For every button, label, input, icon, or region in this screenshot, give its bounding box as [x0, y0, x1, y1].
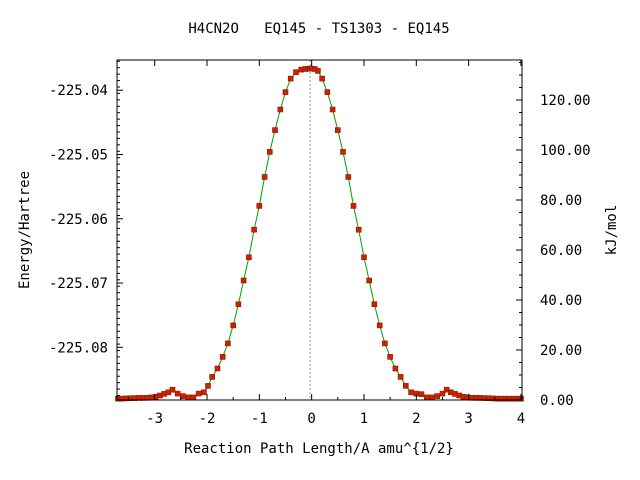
data-point-marker	[439, 390, 446, 397]
data-point-marker	[293, 69, 299, 75]
x-tick-label: 4	[517, 411, 525, 427]
x-tick-label: 2	[412, 411, 420, 427]
data-point-marker	[423, 394, 430, 401]
data-point-marker	[209, 374, 215, 380]
plot-frame	[116, 59, 523, 401]
data-point-marker	[256, 203, 263, 209]
data-point-marker	[434, 393, 441, 399]
marker-layer	[115, 65, 524, 402]
data-point-marker	[382, 340, 388, 347]
y-tick-label: -225.04	[49, 83, 108, 99]
data-point-marker	[214, 365, 221, 372]
data-point-marker	[392, 365, 399, 372]
data-point-marker	[402, 383, 409, 389]
data-point-marker	[180, 393, 186, 399]
x-axis-ticks: -3 -2 -1 0 1 2 3 4	[128, 60, 525, 427]
data-point-marker	[272, 127, 278, 133]
y-axis-ticks: -225.04 -225.05 -225.06 -225.07 -225.08	[49, 60, 123, 397]
data-point-marker	[201, 389, 207, 396]
data-point-marker	[366, 277, 373, 284]
data-point-marker	[329, 106, 336, 113]
y-axis-label: Energy/Hartree	[17, 171, 33, 289]
x-tick-label: -1	[251, 411, 268, 427]
data-point-marker	[169, 386, 176, 393]
y-tick-label: -225.06	[49, 212, 108, 228]
data-point-marker	[190, 394, 197, 401]
data-point-marker	[371, 301, 378, 308]
data-point-marker	[219, 354, 226, 360]
x-tick-label: 1	[360, 411, 368, 427]
y2-tick-label: 0.00	[540, 393, 574, 409]
y2-tick-label: 40.00	[540, 293, 582, 309]
data-point-marker	[345, 174, 352, 180]
data-point-marker	[324, 89, 331, 95]
data-point-marker	[266, 149, 273, 155]
data-point-marker	[340, 149, 346, 155]
x-axis-label: Reaction Path Length/A amu^{1/2}	[184, 441, 454, 457]
data-point-marker	[230, 322, 236, 329]
data-point-marker	[282, 89, 289, 95]
data-point-marker	[408, 389, 414, 396]
y2-tick-label: 60.00	[540, 243, 582, 259]
y2-tick-label: 120.00	[540, 93, 591, 109]
y2-tick-label: 100.00	[540, 143, 591, 159]
y-tick-label: -225.08	[49, 340, 108, 356]
data-point-marker	[429, 394, 435, 401]
data-point-marker	[185, 394, 191, 401]
data-point-marker	[350, 203, 357, 209]
y2-tick-label: 80.00	[540, 193, 582, 209]
y2-axis-ticks: 0.00 20.00 40.00 60.00 80.00 100.00 120.00	[516, 62, 591, 409]
data-point-marker	[261, 174, 268, 180]
data-point-marker	[319, 75, 325, 82]
chart-title: H4CN2O EQ145 - TS1303 - EQ145	[188, 21, 449, 37]
data-point-marker	[418, 391, 425, 398]
y2-axis-label: kJ/mol	[604, 205, 620, 256]
data-point-marker	[387, 354, 393, 360]
data-point-marker	[225, 340, 231, 347]
data-point-marker	[205, 383, 211, 389]
y-tick-label: -225.07	[49, 276, 108, 292]
data-point-marker	[397, 374, 404, 380]
data-point-marker	[277, 106, 284, 113]
y-tick-label: -225.05	[49, 147, 108, 163]
x-tick-label: -3	[146, 411, 163, 427]
x-tick-label: -2	[199, 411, 216, 427]
data-point-marker	[315, 68, 321, 74]
data-point-marker	[334, 127, 341, 133]
curve-layer	[117, 68, 521, 400]
energy-curve-line	[117, 68, 521, 400]
data-point-marker	[240, 277, 247, 284]
data-point-marker	[355, 226, 362, 233]
data-point-marker	[174, 390, 181, 397]
data-point-marker	[376, 322, 383, 329]
x-tick-label: 3	[464, 411, 472, 427]
data-point-marker	[246, 254, 252, 261]
data-point-marker	[235, 301, 242, 308]
data-point-marker	[361, 254, 367, 261]
data-point-marker	[287, 75, 294, 82]
x-tick-label: 0	[307, 411, 315, 427]
y2-tick-label: 20.00	[540, 343, 582, 359]
data-point-marker	[195, 390, 202, 397]
data-point-marker	[251, 226, 257, 233]
